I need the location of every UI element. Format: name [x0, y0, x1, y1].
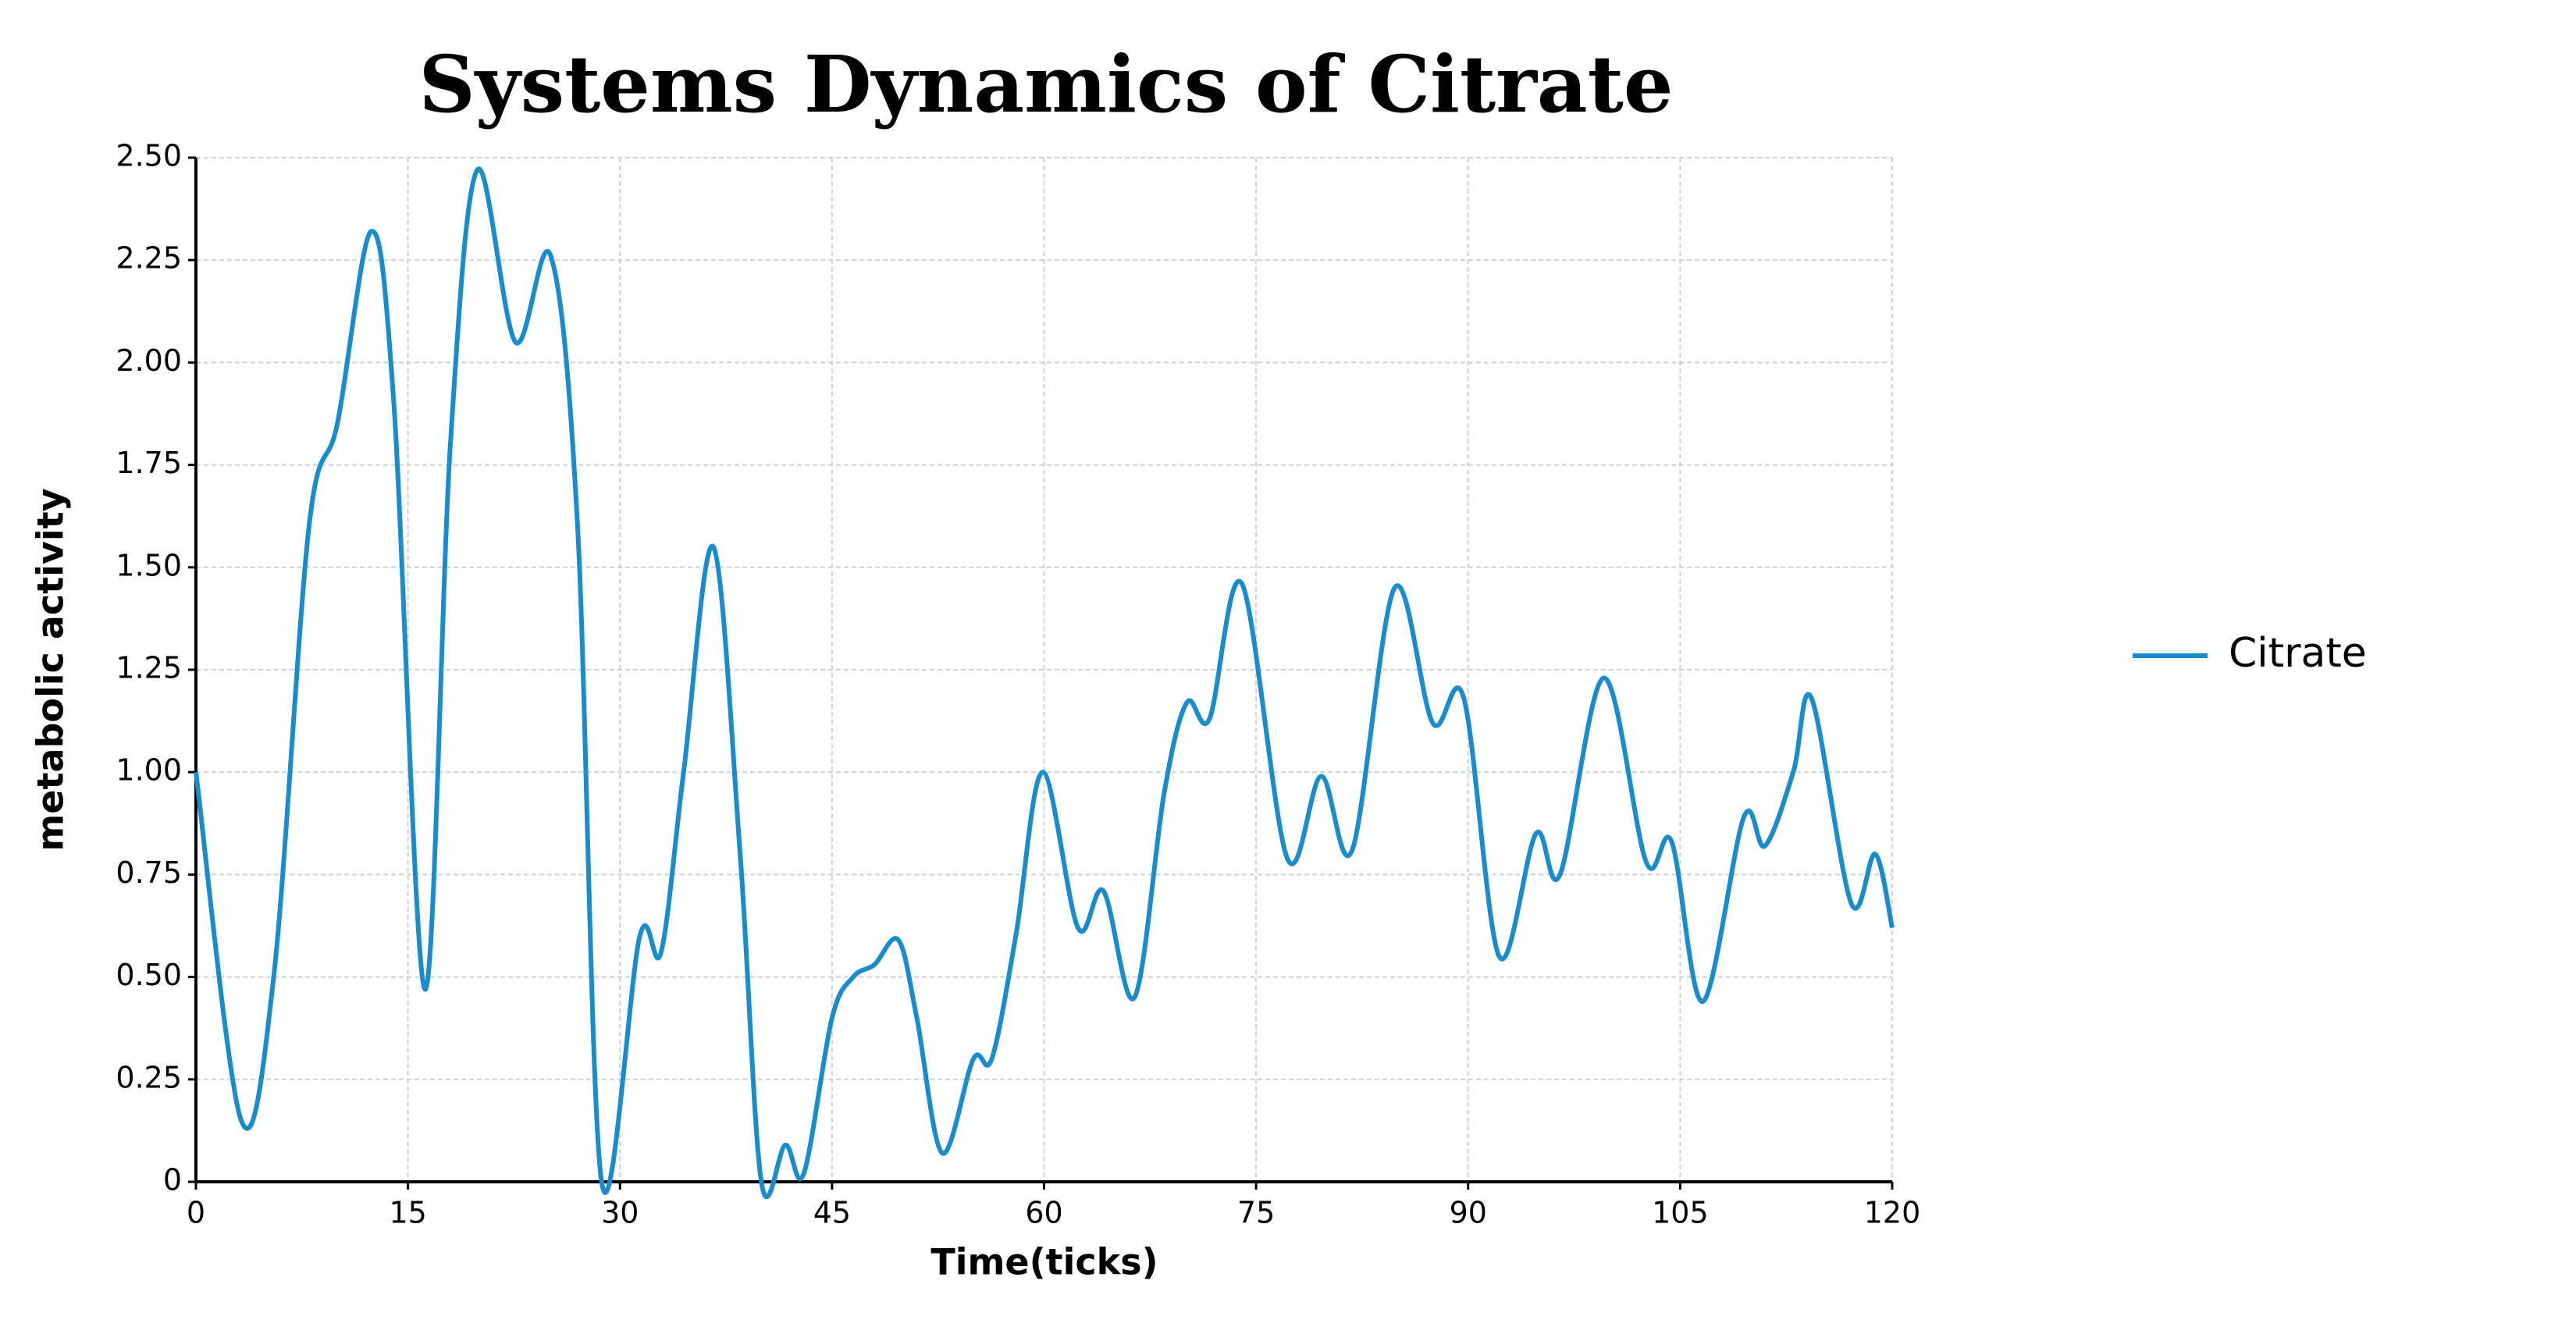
- x-tick-label: 30: [601, 1196, 639, 1230]
- x-tick-label: 75: [1237, 1196, 1275, 1230]
- x-tick-label: 45: [813, 1196, 851, 1230]
- chart-title: Systems Dynamics of Citrate: [418, 38, 1673, 130]
- x-axis-label: Time(ticks): [930, 1241, 1158, 1283]
- y-tick-label: 0.50: [116, 958, 182, 992]
- legend-label: Citrate: [2229, 630, 2367, 677]
- y-tick-label: 0: [163, 1163, 182, 1197]
- y-tick-label: 1.25: [116, 651, 182, 685]
- y-axis-label: metabolic activity: [30, 488, 72, 851]
- y-tick-label: 0.75: [116, 856, 182, 890]
- y-tick-label: 1.00: [116, 753, 182, 788]
- x-tick-label: 90: [1450, 1196, 1487, 1230]
- x-tick-label: 15: [389, 1196, 426, 1230]
- line-series: [194, 166, 1895, 1200]
- x-tick-label: 105: [1652, 1196, 1709, 1230]
- y-tick-label: 2.50: [116, 139, 182, 173]
- y-tick-label: 0.25: [116, 1060, 182, 1094]
- x-tick-label: 120: [1864, 1196, 1921, 1230]
- y-tick-label: 1.50: [116, 548, 182, 582]
- y-tick-label: 2.25: [116, 241, 182, 276]
- y-tick-label: 1.75: [116, 446, 182, 480]
- x-tick-label: 0: [187, 1196, 205, 1230]
- y-tick-label: 2.00: [116, 343, 182, 378]
- x-tick-label: 60: [1025, 1196, 1062, 1230]
